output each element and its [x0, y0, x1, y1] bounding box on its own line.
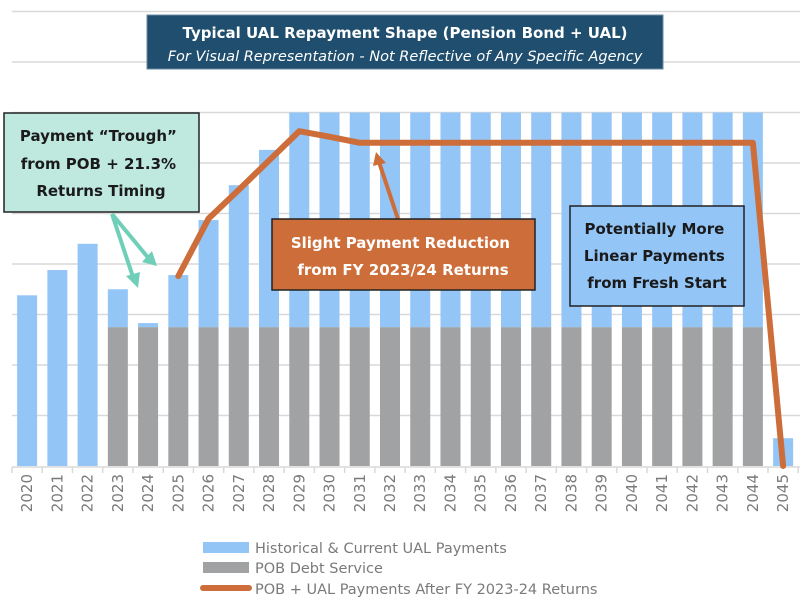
legend: Historical & Current UAL Payments POB De…: [200, 541, 597, 598]
x-tick-label: 2043: [714, 474, 732, 512]
x-tick-label: 2031: [351, 474, 369, 512]
svg-text:Payment “Trough” from PO: Payment “Trough” from POB + 21.3% Return…: [20, 127, 182, 200]
bar-pob-2035: [470, 327, 491, 466]
x-tick-label: 2030: [321, 474, 339, 512]
bar-pob-2041: [652, 327, 673, 466]
chart-subtitle: For Visual Representation - Not Reflecti…: [168, 49, 643, 65]
x-tick-label: 2037: [532, 474, 550, 512]
bar-pob-2034: [440, 327, 461, 466]
bar-ual-2022: [77, 243, 98, 466]
bar-pob-2025: [168, 327, 189, 466]
legend-label-pob: POB Debt Service: [255, 561, 383, 577]
x-tick-label: 2045: [774, 474, 792, 512]
bar-pob-2042: [682, 327, 703, 466]
chart-title: Typical UAL Repayment Shape (Pension Bon…: [183, 24, 628, 42]
trough-line-2: from POB + 21.3%: [21, 155, 176, 173]
bar-pob-2038: [561, 327, 582, 466]
x-tick-label: 2042: [683, 474, 701, 512]
x-tick-label: 2033: [411, 474, 429, 512]
x-tick-label: 2035: [472, 474, 490, 512]
svg-text:Slight Payment Reduction: Slight Payment Reduction from FY 2023/24…: [291, 234, 515, 279]
reduction-line-2: from FY 2023/24 Returns: [297, 261, 508, 279]
bar-pob-2027: [228, 327, 249, 466]
bar-pob-2029: [289, 327, 310, 466]
bar-ual-2020: [17, 295, 38, 466]
trough-line-3: Returns Timing: [36, 182, 165, 200]
x-tick-label: 2044: [744, 474, 762, 512]
x-tick-label: 2036: [502, 474, 520, 512]
x-tick-label: 2028: [260, 474, 278, 512]
bar-ual-2026: [198, 220, 219, 328]
annotation-trough: Payment “Trough” from POB + 21.3% Return…: [3, 112, 200, 288]
x-axis-ticks: [11, 467, 799, 473]
x-tick-label: 2023: [109, 474, 127, 512]
bar-pob-2039: [591, 327, 612, 466]
x-tick-label: 2034: [441, 474, 459, 512]
x-tick-label: 2027: [230, 474, 248, 512]
bar-ual-2025: [168, 275, 189, 328]
bar-pob-2037: [531, 327, 552, 466]
bar-ual-2027: [228, 185, 249, 328]
x-tick-label: 2041: [653, 474, 671, 512]
bar-pob-2026: [198, 327, 219, 466]
svg-text:Potentially More Linear: Potentially More Linear Payments from Fr…: [584, 220, 730, 292]
bar-pob-2023: [107, 327, 128, 466]
bar-pob-2030: [319, 327, 340, 466]
linear-line-2: Linear Payments: [584, 247, 725, 265]
chart-title-box: Typical UAL Repayment Shape (Pension Bon…: [146, 14, 664, 70]
bar-pob-2044: [742, 327, 763, 466]
x-tick-label: 2039: [593, 474, 611, 512]
bar-pob-2033: [410, 327, 431, 466]
legend-label-ual: Historical & Current UAL Payments: [255, 541, 507, 557]
x-axis-labels: 2020 2021 2022 2023 2024 2025 2026 2027 2028 2029…: [18, 474, 792, 512]
bar-pob-2028: [259, 327, 280, 466]
x-tick-label: 2032: [381, 474, 399, 512]
bar-pob-2036: [500, 327, 521, 466]
bar-pob-2032: [380, 327, 400, 466]
legend-swatch-ual: [203, 542, 249, 553]
x-tick-label: 2026: [200, 474, 218, 512]
bar-ual-2024: [138, 323, 159, 328]
bar-ual-2023: [107, 289, 128, 328]
bar-pob-2043: [712, 327, 733, 466]
x-tick-label: 2029: [290, 474, 308, 512]
reduction-line-1: Slight Payment Reduction: [291, 234, 510, 252]
trough-line-1: Payment “Trough”: [20, 127, 177, 145]
annotation-reduction: Slight Payment Reduction from FY 2023/24…: [271, 152, 536, 291]
x-tick-label: 2022: [79, 474, 97, 512]
x-tick-label: 2024: [139, 474, 157, 512]
legend-label-line: POB + UAL Payments After FY 2023-24 Retu…: [255, 582, 597, 598]
legend-swatch-pob: [203, 562, 249, 573]
series-line-pob-ual-after-returns: [175, 128, 787, 469]
bar-pob-2040: [621, 327, 642, 466]
bar-pob-2024: [138, 327, 159, 466]
x-tick-label: 2021: [48, 474, 66, 512]
annotation-linear: Potentially More Linear Payments from Fr…: [569, 205, 745, 307]
x-tick-label: 2025: [169, 474, 187, 512]
x-tick-label: 2038: [562, 474, 580, 512]
linear-line-3: from Fresh Start: [587, 274, 726, 292]
x-tick-label: 2020: [18, 474, 36, 512]
bar-ual-2021: [47, 270, 68, 466]
bar-pob-2031: [349, 327, 370, 466]
x-tick-label: 2040: [623, 474, 641, 512]
bar-ual-2037: [531, 112, 552, 328]
linear-line-1: Potentially More: [584, 220, 724, 238]
